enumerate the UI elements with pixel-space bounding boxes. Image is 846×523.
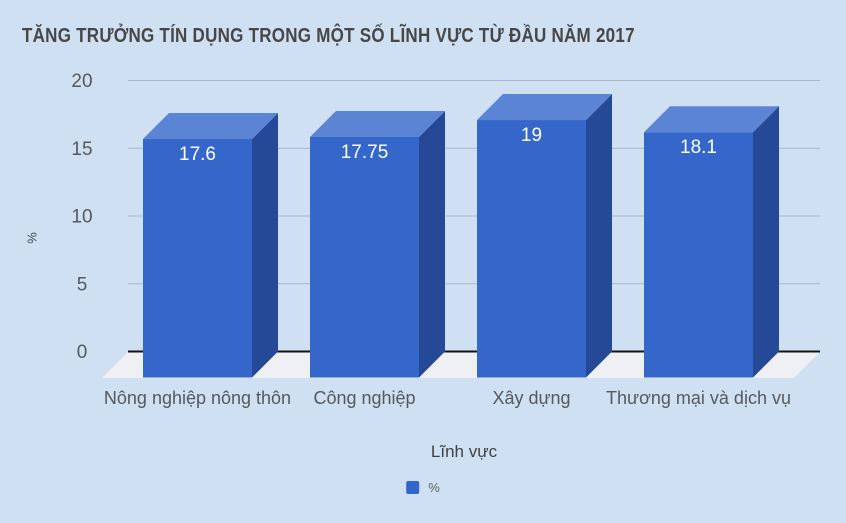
bar-side-face <box>586 94 612 378</box>
bar-column-1[interactable]: 17.75 <box>310 110 445 378</box>
bar-top-face <box>310 110 445 137</box>
y-tick-label: 5 <box>77 274 88 295</box>
bar-side-face <box>419 110 445 378</box>
bar-front-face <box>143 139 252 378</box>
bar-column-3[interactable]: 18.1 <box>644 106 779 378</box>
x-category-label: Nông nghiệp nông thôn <box>104 388 291 408</box>
bar-front-face <box>310 136 419 378</box>
legend-swatch <box>406 481 420 494</box>
x-category-label: Công nghiệp <box>313 388 415 408</box>
legend-label: % <box>428 480 440 495</box>
y-axis-title: % <box>24 232 40 244</box>
bar-side-face <box>753 106 779 378</box>
bar-column-0[interactable]: 17.6 <box>143 113 278 378</box>
y-tick-label: 15 <box>71 139 92 160</box>
bar-front-face <box>477 120 586 378</box>
bar-top-face <box>143 113 278 140</box>
y-tick-label: 20 <box>71 71 92 92</box>
bar-value-label: 18.1 <box>680 137 717 158</box>
chart-floor <box>102 352 820 378</box>
bar-top-face <box>477 94 612 121</box>
legend-item[interactable]: % <box>406 480 440 495</box>
bar-front-face <box>644 132 753 378</box>
chart-title: TĂNG TRƯỞNG TÍN DỤNG TRONG MỘT SỐ LĨNH V… <box>22 25 635 47</box>
bar-value-label: 17.75 <box>341 142 389 163</box>
bar-value-label: 17.6 <box>179 144 216 165</box>
bar-side-face <box>252 113 278 378</box>
x-category-label: Xây dựng <box>492 388 570 408</box>
bar-value-label: 19 <box>521 125 542 146</box>
x-category-label: Thương mại và dịch vụ <box>606 388 791 408</box>
bar-column-2[interactable]: 19 <box>477 94 612 378</box>
x-axis-title: Lĩnh vực <box>430 442 498 461</box>
bar-top-face <box>644 106 779 133</box>
y-tick-label: 0 <box>77 342 88 363</box>
y-tick-label: 10 <box>71 207 92 228</box>
